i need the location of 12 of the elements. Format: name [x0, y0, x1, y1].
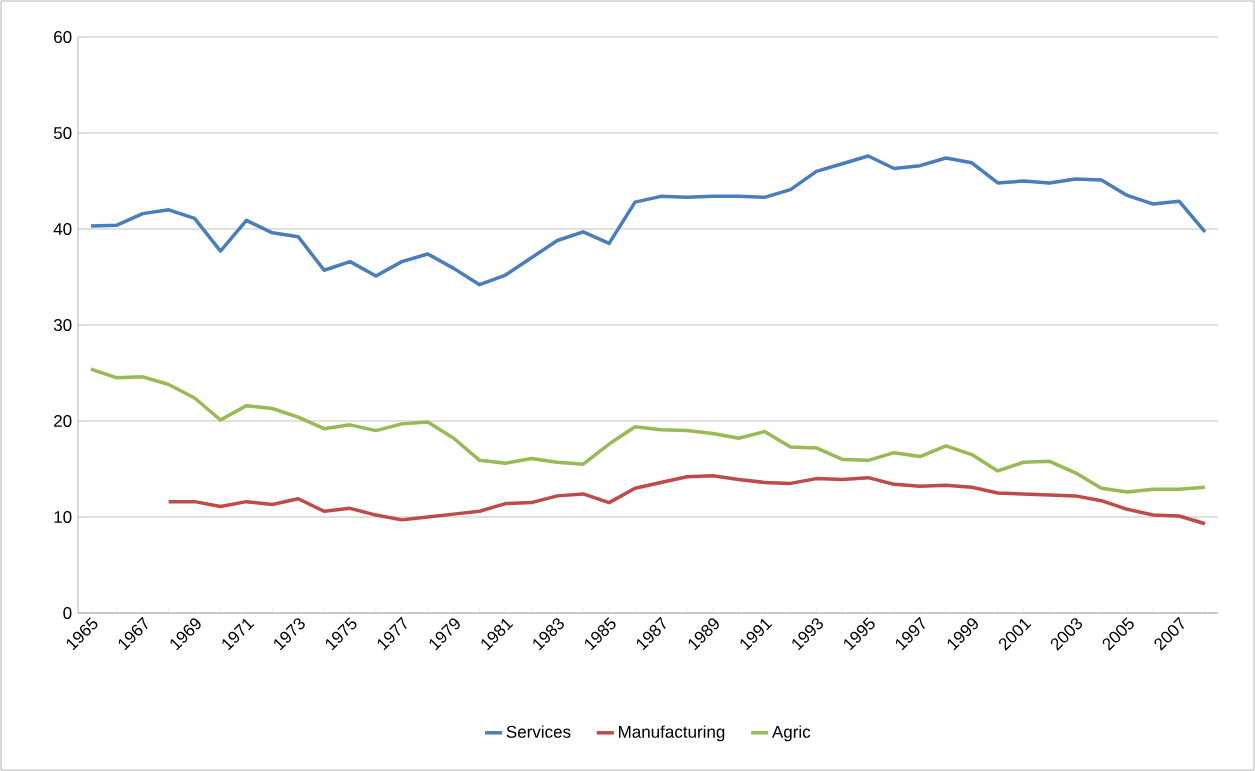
- y-tick-label: 0: [63, 606, 72, 620]
- line-series: [89, 154, 1207, 287]
- y-tick-label: 50: [53, 126, 72, 140]
- y-tick-label: 60: [54, 30, 72, 44]
- legend-label: Services: [506, 725, 571, 738]
- y-tick-label: 30: [53, 318, 72, 332]
- legend-label: Manufacturing: [619, 725, 725, 742]
- line-series: [89, 367, 1207, 494]
- legend-label: Agric: [771, 725, 811, 742]
- y-tick-label: 10: [54, 510, 72, 524]
- y-tick-label: 40: [53, 222, 72, 236]
- y-tick-label: 20: [54, 414, 72, 428]
